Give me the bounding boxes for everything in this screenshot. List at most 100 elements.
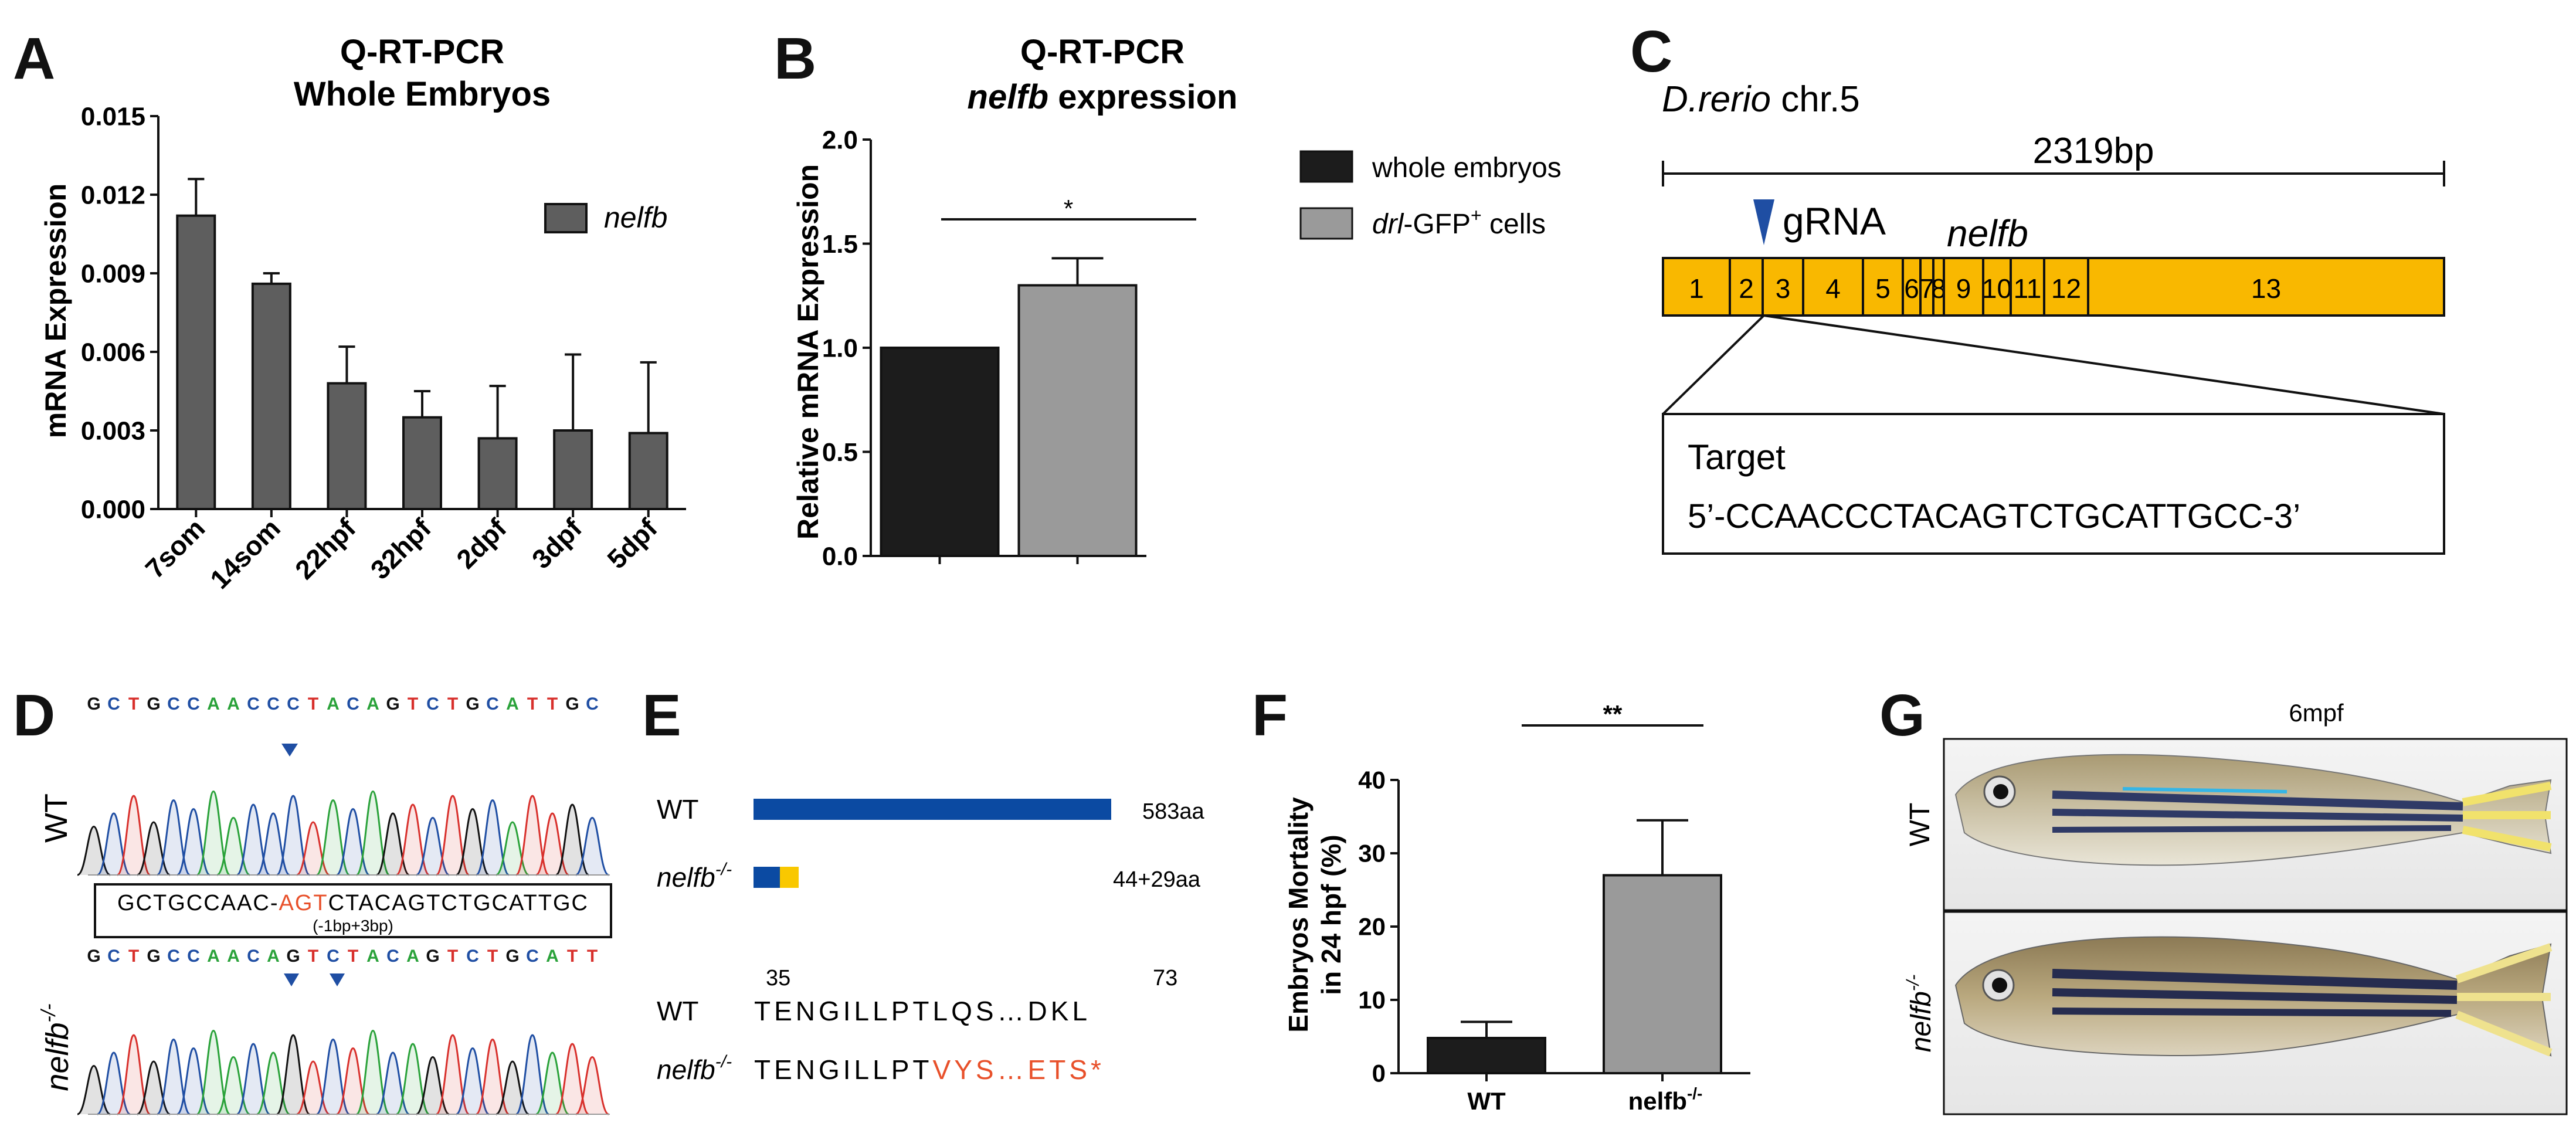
exon-label: 9: [1956, 273, 1971, 304]
mut-peak: [535, 1051, 569, 1115]
mut-base: T: [128, 947, 139, 966]
chart-f-ylabel-2: in 24 hpf (%): [1316, 835, 1346, 995]
mut-base: A: [207, 947, 220, 966]
wt-peak: [177, 808, 211, 876]
chart-f: Embryos Mortality in 24 hpf (%) 0 10 20 30 4…: [1283, 700, 1750, 1115]
mut-peak: [336, 1047, 370, 1115]
chart-a-bar: [402, 416, 442, 511]
mut-mutation-arrow-1-icon: [284, 973, 299, 986]
panel-letter-b: B: [774, 26, 817, 91]
chart-a-ylabel: mRNA Expression: [39, 184, 72, 438]
exon-label: 3: [1776, 273, 1791, 304]
wt-base: C: [347, 694, 359, 714]
chart-f-ylabel-1: Embryos Mortality: [1283, 797, 1314, 1033]
wt-peak: [575, 816, 609, 876]
exon-label: 4: [1825, 273, 1841, 304]
gene-species-label: D.rerio chr.5: [1662, 79, 1860, 120]
mutation-box-note: (-1bp+3bp): [313, 917, 393, 935]
wt-peak: [216, 816, 250, 876]
wt-base: A: [227, 694, 240, 714]
mut-peak: [177, 1047, 211, 1115]
mut-base: G: [87, 947, 100, 966]
chart-b-bar: [880, 347, 1000, 557]
chart-a-bar: [553, 429, 593, 510]
mut-peak: [216, 1056, 250, 1115]
wt-base: A: [207, 694, 220, 714]
mut-base: C: [107, 947, 120, 966]
grna-arrow-icon: [1753, 199, 1774, 245]
chart-a-y-tick-label: 0.006: [81, 338, 145, 367]
chart-a-title-1: Q-RT-PCR: [340, 33, 504, 71]
mut-fish-image: [1954, 936, 2553, 1057]
mut-base: T: [447, 947, 458, 966]
chart-b-legend-label-1: whole embryos: [1372, 152, 1562, 184]
mut-base: A: [406, 947, 419, 966]
chart-a-bar: [176, 214, 216, 510]
protein-mut-label: nelfb-/-: [657, 860, 732, 893]
mut-base: G: [426, 947, 439, 966]
photo-wt-label: WT: [1905, 803, 1936, 847]
grna-label: gRNA: [1783, 199, 1886, 243]
chart-a-x-tick-label: 5dpf: [601, 513, 663, 575]
chart-f-y-tick-label: 0: [1372, 1060, 1386, 1087]
chart-b-y-tick-label: 0.5: [822, 438, 858, 467]
chart-a-x-tick-label: 32hpf: [365, 513, 437, 585]
chart-f-significance-mark: **: [1603, 700, 1623, 728]
wt-base: T: [128, 694, 139, 714]
exon-label: 6: [1904, 273, 1919, 304]
seq-wt-label: WT: [657, 996, 699, 1026]
wt-base: T: [547, 694, 558, 714]
mut-peak: [376, 1051, 410, 1115]
mut-base: A: [227, 947, 240, 966]
chart-a: Q-RT-PCR Whole Embryos mRNA Expression n…: [39, 33, 686, 595]
chart-a-x-tick-label: 22hpf: [289, 513, 362, 585]
chart-b-legend-label-2: drl-GFP+ cells: [1372, 205, 1546, 240]
wt-peak: [256, 812, 290, 876]
chart-f-bar: [1603, 874, 1722, 1074]
fish-photo-g: 6mpf WT nelfb-/-: [1903, 699, 2568, 1115]
chart-b-y-tick-label: 2.0: [822, 125, 858, 154]
wt-fish-image: [1954, 754, 2552, 866]
panel-letter-g: G: [1879, 683, 1925, 748]
wt-peak: [535, 812, 569, 876]
mut-peak: [77, 1064, 111, 1115]
exon-label: 1: [1689, 273, 1704, 304]
mutant-chromatogram-trace: [77, 1029, 610, 1115]
mut-base: T: [587, 947, 598, 966]
chart-a-x-tick-label: 14som: [204, 513, 286, 595]
chart-a-x-tick-label: 7som: [140, 513, 211, 584]
wt-base: A: [327, 694, 340, 714]
mut-peak: [256, 1051, 290, 1115]
wt-base: G: [87, 694, 100, 714]
mut-base: A: [546, 947, 559, 966]
wt-base: C: [486, 694, 499, 714]
target-zoom-line-right: [1763, 314, 2445, 415]
chart-a-y-tick-label: 0.015: [81, 102, 145, 131]
wt-base: T: [308, 694, 318, 714]
chart-b-y-tick-label: 1.0: [822, 334, 858, 362]
mut-base: G: [286, 947, 300, 966]
exon-label: 12: [2051, 273, 2081, 304]
protein-pos-start: 35: [766, 966, 790, 990]
chart-f-x-tick-label: nelfb-/-: [1628, 1084, 1703, 1115]
panel-letter-c: C: [1630, 19, 1673, 84]
seq-wt: TENGILLPTLQS…DKL: [754, 996, 1091, 1026]
chart-a-legend-swatch: [544, 203, 588, 233]
mut-base: C: [167, 947, 180, 966]
panel-letter-d: D: [13, 683, 56, 748]
chart-a-y-tick-label: 0.012: [81, 181, 145, 209]
exon-label: 10: [1982, 273, 2012, 304]
wt-base: A: [366, 694, 379, 714]
chart-a-bar: [251, 282, 291, 510]
photo-title: 6mpf: [2289, 699, 2344, 727]
protein-mut-bar-yellow: [780, 867, 799, 888]
mut-base: A: [267, 947, 280, 966]
chart-f-y-tick-label: 30: [1358, 840, 1386, 867]
chart-a-bar: [327, 382, 367, 510]
target-box: [1662, 413, 2445, 555]
wt-base: G: [147, 694, 160, 714]
chart-a-y-tick-label: 0.000: [81, 495, 145, 524]
mut-base: C: [327, 947, 340, 966]
gene-diagram-c: D.rerio chr.5 2319bp gRNA nelfb 1 2 3 4 5 6 78…: [1662, 79, 2445, 555]
